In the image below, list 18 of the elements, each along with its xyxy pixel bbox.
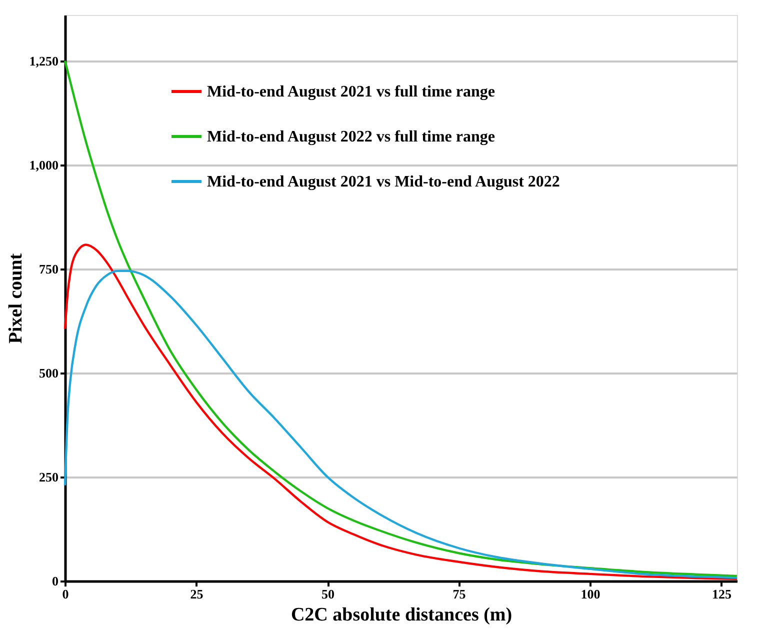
x-tick-label: 75 [452,586,466,602]
x-tick-label: 50 [322,586,334,602]
y-tick-label: 500 [39,365,58,380]
legend-label: Mid-to-end August 2022 vs full time range [207,128,495,146]
y-tick-label: 1,000 [29,157,58,172]
x-tick-label: 100 [580,586,600,602]
x-tick-label: 125 [712,586,732,602]
y-tick-label: 250 [39,469,58,484]
legend-label: Mid-to-end August 2021 vs Mid-to-end August 2022 [207,174,560,190]
line-series [64,60,738,578]
legend-label: Mid-to-end August 2021 vs full time range [207,84,495,100]
x-tick-label: 25 [190,586,204,602]
x-axis-title: C2C absolute distances (m) [290,604,512,626]
y-tick-label: 0 [52,574,58,588]
y-tick-label: 1,250 [29,53,58,68]
y-axis-title: Pixel count [5,252,26,344]
x-tick-label: 0 [62,586,69,602]
y-tick-label: 750 [39,261,58,276]
